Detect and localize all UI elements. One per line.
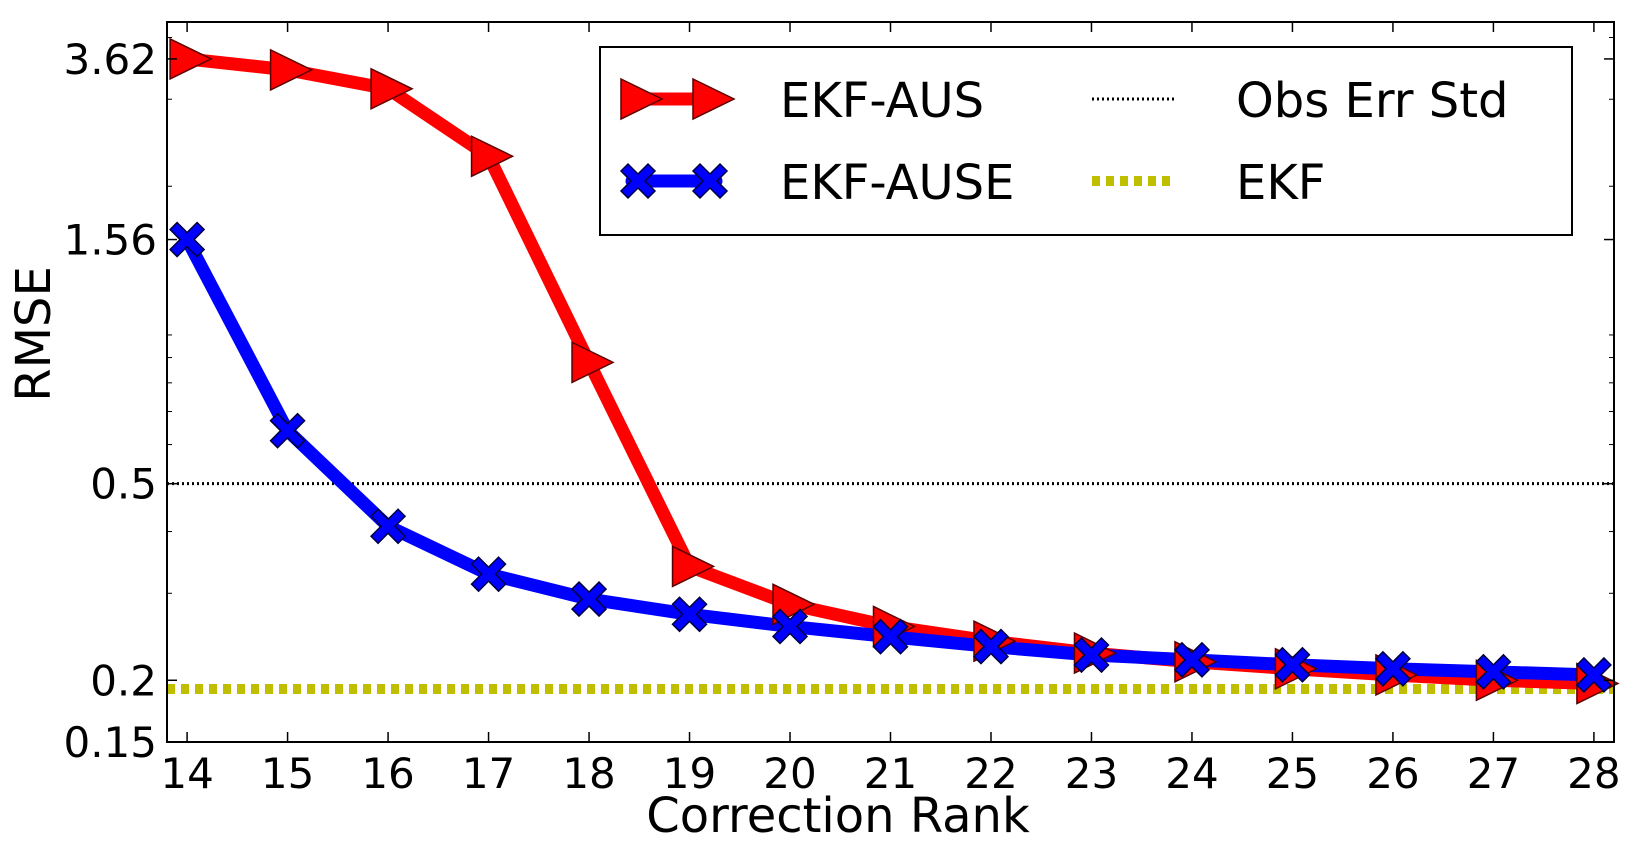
x-tick-label-24: 24 [1165,749,1218,798]
data-point-s0-16 [370,67,414,110]
legend-label-ref-1: EKF [1236,155,1325,211]
x-tick-label-17: 17 [462,749,515,798]
y-tick-label-4: 3.62 [63,35,157,84]
x-tick-label-14: 14 [160,749,213,798]
data-point-s0-15 [269,48,314,92]
data-point-s1-18 [570,581,608,618]
legend-label-s0: EKF-AUS [780,73,984,129]
x-tick-label-22: 22 [964,749,1017,798]
x-tick-label-18: 18 [562,749,615,798]
reference-lines [167,482,1614,695]
y-tick-label-0: 0.15 [63,718,157,767]
data-point-s1-23 [1073,636,1110,674]
data-point-s1-22 [972,628,1010,665]
x-tick-label-23: 23 [1065,749,1118,798]
x-tick-label-20: 20 [763,749,816,798]
data-point-s1-28 [1575,656,1612,694]
series-markers [169,37,1620,705]
data-point-s1-14 [169,221,206,258]
legend-label-ref-0: Obs Err Std [1236,73,1508,129]
x-axis-label: Correction Rank [646,788,1030,842]
y-tick-label-3: 1.56 [63,216,157,265]
legend: EKF-AUS Obs Err Std EKF-AUSE EKF [599,46,1573,236]
x-tick-label-21: 21 [864,749,917,798]
data-point-s1-25 [1274,646,1311,683]
legend-marker-s0-a [620,77,664,121]
data-point-s1-17 [470,556,507,593]
legend-marker-s0-b [692,77,736,121]
legend-label-s1: EKF-AUSE [780,155,1014,211]
data-point-s0-18 [571,341,615,384]
data-point-s0-17 [470,135,515,178]
data-point-s1-15 [269,412,306,449]
x-tick-label-27: 27 [1467,749,1520,798]
axis-ticks: 14 15 16 17 18 19 20 21 22 23 24 25 26 27 28 0.15 0.2 0.5… [63,22,1621,798]
legend-marker-s1-b [691,162,729,200]
data-point-s0-19 [671,545,716,588]
x-tick-label-16: 16 [361,749,414,798]
x-tick-label-25: 25 [1266,749,1319,798]
data-point-s1-21 [872,618,909,655]
data-point-s1-24 [1173,641,1211,678]
data-point-s1-26 [1374,650,1411,687]
y-tick-label-2: 0.5 [90,460,157,509]
y-axis-label: RMSE [6,266,62,402]
x-tick-label-15: 15 [261,749,314,798]
legend-marker-s1-a [619,162,657,200]
data-point-s1-16 [370,508,407,545]
data-point-s1-20 [771,608,809,645]
data-point-s1-27 [1475,653,1512,690]
data-point-s1-19 [671,596,708,633]
x-tick-label-26: 26 [1366,749,1419,798]
legend-box [599,46,1573,236]
x-tick-label-19: 19 [663,749,716,798]
x-tick-label-28: 28 [1567,749,1620,798]
y-tick-label-1: 0.2 [90,656,157,705]
